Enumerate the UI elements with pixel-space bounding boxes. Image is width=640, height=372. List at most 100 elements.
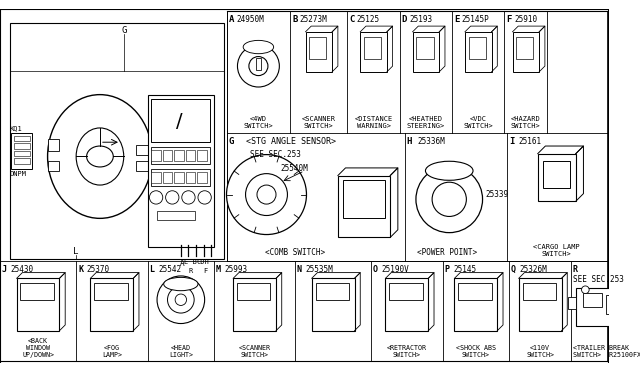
Text: L: L bbox=[74, 247, 79, 256]
Bar bbox=[233, 278, 276, 331]
Text: M: M bbox=[216, 265, 221, 274]
Bar bbox=[136, 161, 150, 171]
Ellipse shape bbox=[76, 128, 124, 185]
Text: DNPM: DNPM bbox=[10, 171, 26, 177]
Text: 25910: 25910 bbox=[514, 15, 537, 24]
Text: 25190V: 25190V bbox=[381, 265, 410, 274]
Bar bbox=[538, 154, 576, 201]
Circle shape bbox=[157, 276, 205, 324]
Text: J: J bbox=[2, 265, 7, 274]
Ellipse shape bbox=[243, 41, 274, 54]
Text: 25145P: 25145P bbox=[461, 15, 490, 24]
Text: B: B bbox=[292, 15, 298, 24]
Text: <BACK
WINDOW
UP/DOWN>: <BACK WINDOW UP/DOWN> bbox=[22, 338, 54, 358]
Text: R: R bbox=[188, 268, 193, 274]
Text: E: E bbox=[454, 15, 460, 24]
Bar bbox=[163, 150, 172, 161]
Circle shape bbox=[246, 174, 287, 215]
Bar bbox=[174, 150, 184, 161]
Text: G: G bbox=[121, 26, 127, 35]
Text: <4WD
SWITCH>: <4WD SWITCH> bbox=[244, 116, 273, 129]
Bar bbox=[14, 143, 29, 149]
Bar bbox=[364, 36, 381, 60]
Text: E B: E B bbox=[184, 259, 196, 265]
Text: <POWER POINT>: <POWER POINT> bbox=[417, 248, 477, 257]
Text: N: N bbox=[297, 265, 302, 274]
Text: <COMB SWITCH>: <COMB SWITCH> bbox=[265, 248, 325, 257]
Bar bbox=[312, 278, 355, 331]
Text: 25542: 25542 bbox=[158, 265, 181, 274]
Bar bbox=[454, 278, 497, 331]
Circle shape bbox=[175, 294, 186, 305]
Text: <HAZARD
SWITCH>: <HAZARD SWITCH> bbox=[511, 116, 541, 129]
Bar bbox=[174, 172, 184, 183]
Text: F: F bbox=[506, 15, 512, 24]
Text: R: R bbox=[573, 265, 578, 274]
Text: A: A bbox=[228, 15, 234, 24]
Bar bbox=[12, 133, 33, 169]
Bar bbox=[197, 150, 207, 161]
Text: 25336M: 25336M bbox=[418, 137, 445, 145]
Bar bbox=[513, 32, 539, 72]
Bar bbox=[151, 172, 161, 183]
Circle shape bbox=[168, 286, 194, 313]
Text: 25339: 25339 bbox=[485, 190, 509, 199]
Bar bbox=[14, 158, 29, 164]
Circle shape bbox=[416, 166, 483, 232]
Bar bbox=[151, 147, 211, 164]
Text: 25540M: 25540M bbox=[281, 164, 308, 173]
Circle shape bbox=[237, 45, 279, 87]
Text: 25193: 25193 bbox=[409, 15, 433, 24]
Bar bbox=[360, 32, 387, 72]
Bar bbox=[47, 140, 59, 151]
Bar bbox=[305, 32, 332, 72]
Bar bbox=[417, 36, 433, 60]
Text: 25430: 25430 bbox=[10, 265, 33, 274]
Text: 25535M: 25535M bbox=[305, 265, 333, 274]
Bar bbox=[157, 211, 195, 220]
Text: CDH: CDH bbox=[196, 259, 209, 265]
Bar bbox=[316, 283, 349, 300]
Text: L: L bbox=[149, 265, 154, 274]
Bar bbox=[151, 99, 211, 142]
Text: <TRAILER BREAK
SWITCH>  R25100FX: <TRAILER BREAK SWITCH> R25100FX bbox=[573, 345, 640, 358]
Text: 25125: 25125 bbox=[357, 15, 380, 24]
Circle shape bbox=[432, 182, 467, 217]
Text: SEE SEC.253: SEE SEC.253 bbox=[250, 150, 301, 159]
Bar bbox=[465, 32, 492, 72]
Bar bbox=[576, 288, 640, 326]
Text: KQ1: KQ1 bbox=[10, 125, 22, 131]
Bar bbox=[606, 295, 623, 314]
Text: C: C bbox=[349, 15, 355, 24]
Bar bbox=[385, 278, 428, 331]
Text: /: / bbox=[175, 112, 182, 131]
Text: 25326M: 25326M bbox=[520, 265, 547, 274]
Ellipse shape bbox=[426, 161, 473, 180]
Bar bbox=[20, 283, 54, 300]
Text: <RETRACTOR
SWITCH>: <RETRACTOR SWITCH> bbox=[387, 345, 427, 358]
Bar bbox=[255, 58, 261, 70]
Bar bbox=[151, 150, 161, 161]
Circle shape bbox=[198, 191, 211, 204]
Bar bbox=[136, 145, 150, 155]
Text: I: I bbox=[509, 137, 515, 145]
Text: <HEATHED
STEERING>: <HEATHED STEERING> bbox=[407, 116, 445, 129]
Bar bbox=[10, 23, 223, 259]
Bar bbox=[94, 283, 127, 300]
Text: SEE SEC.253: SEE SEC.253 bbox=[573, 275, 624, 283]
Text: D: D bbox=[402, 15, 407, 24]
Bar bbox=[186, 150, 195, 161]
Text: 25993: 25993 bbox=[225, 265, 248, 274]
Text: O: O bbox=[373, 265, 378, 274]
Bar bbox=[197, 172, 207, 183]
Text: A: A bbox=[179, 259, 184, 268]
Bar bbox=[522, 283, 556, 300]
Bar bbox=[468, 36, 486, 60]
Bar bbox=[519, 278, 561, 331]
Text: 24950M: 24950M bbox=[236, 15, 264, 24]
Circle shape bbox=[227, 155, 307, 234]
Bar bbox=[151, 169, 211, 186]
Text: 25145: 25145 bbox=[453, 265, 476, 274]
Bar bbox=[568, 297, 576, 309]
Text: <110V
SWITCH>: <110V SWITCH> bbox=[526, 345, 554, 358]
